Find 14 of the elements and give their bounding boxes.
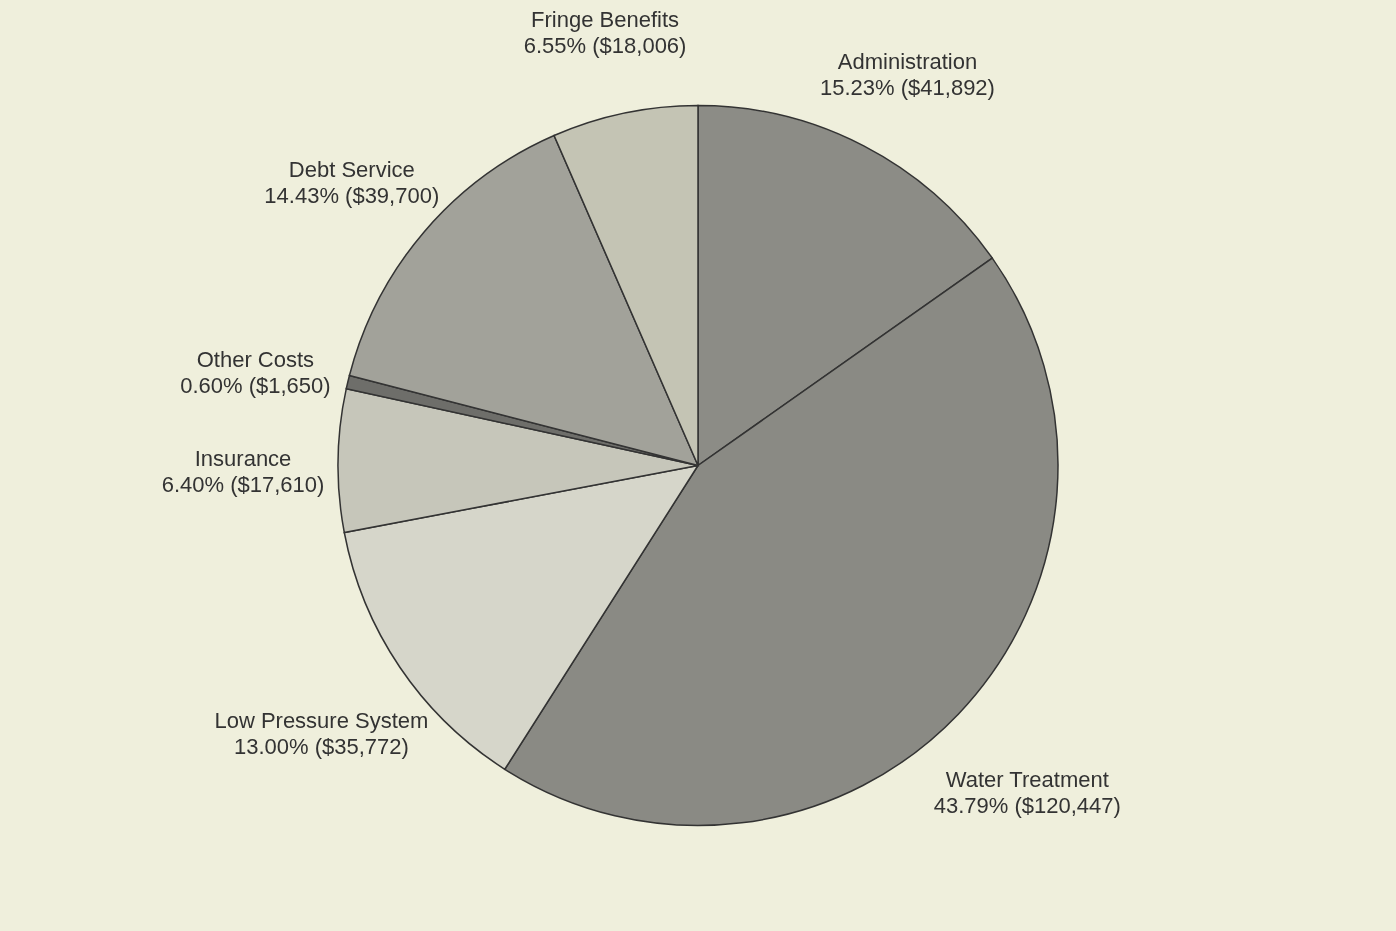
- slice-label: Administration: [837, 48, 978, 74]
- data-label: 15.23% ($41,892): [820, 74, 995, 100]
- data-label: 6.55% ($18,006): [523, 33, 687, 59]
- data-label: 6.40% ($17,610): [161, 472, 325, 498]
- data-label: 14.43% ($39,700): [264, 183, 440, 209]
- data-label: 43.79% ($120,447): [933, 792, 1121, 818]
- data-label: 13.00% ($35,772): [233, 733, 409, 759]
- slice-label: Fringe Benefits: [531, 7, 680, 33]
- slice-label: Insurance: [194, 446, 292, 472]
- slice-label: Other Costs: [196, 347, 315, 373]
- data-label: 0.60% ($1,650): [180, 373, 331, 399]
- slice-label: Low Pressure System: [214, 707, 429, 733]
- slice-label: Debt Service: [288, 157, 415, 183]
- slice-label: Water Treatment: [945, 766, 1109, 792]
